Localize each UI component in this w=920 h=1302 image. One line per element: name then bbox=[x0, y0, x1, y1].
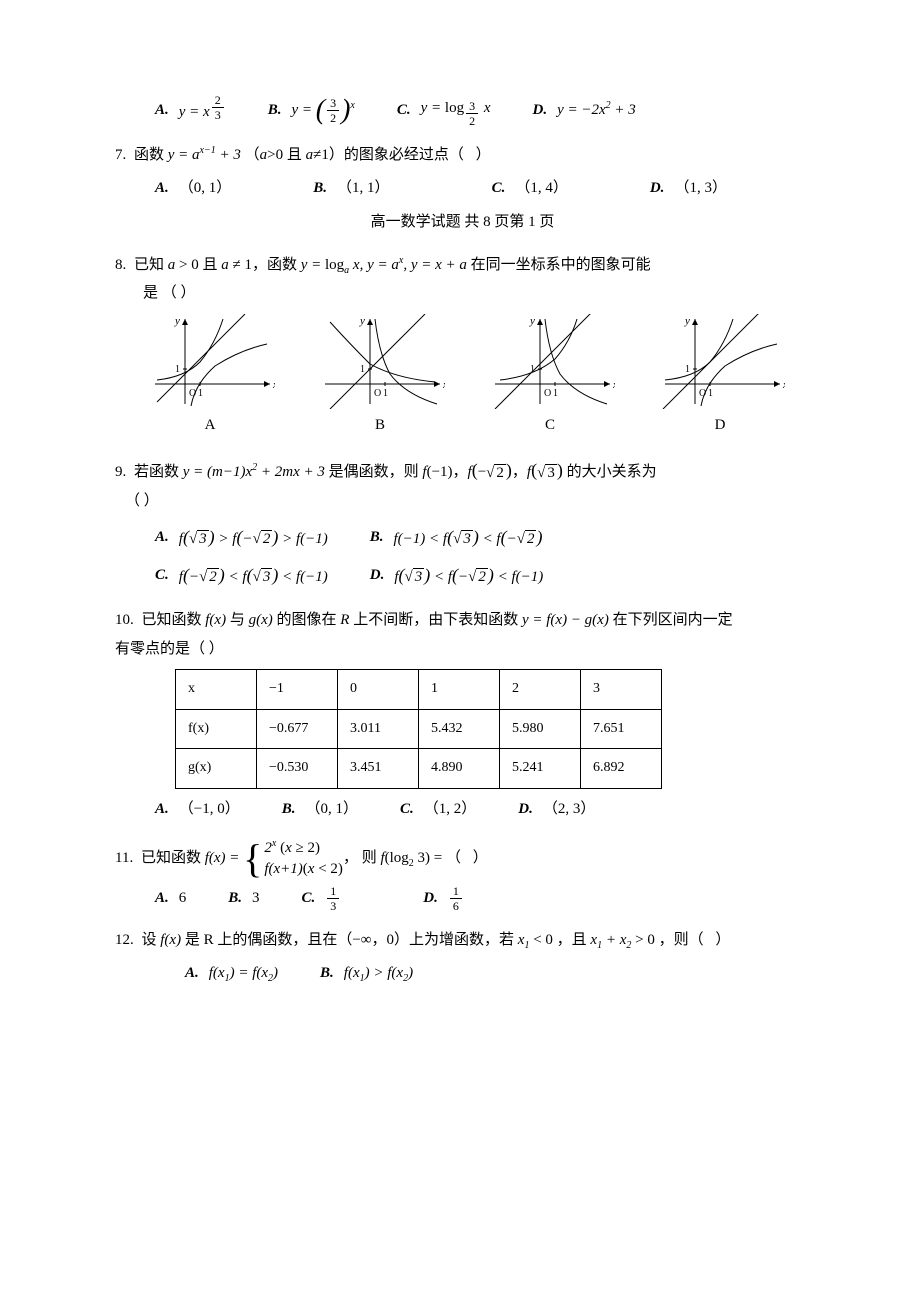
q8-text2: 是 （ ） bbox=[143, 279, 810, 308]
q10: 10. 已知函数 f(x) 与 g(x) 的图像在 R 上不间断，由下表知函数 … bbox=[115, 606, 810, 635]
svg-text:1: 1 bbox=[685, 364, 690, 375]
svg-text:y: y bbox=[529, 315, 535, 327]
q6-opt-b: B. y = (32)x bbox=[268, 96, 355, 125]
q9-opt-d: D. f(3) < f(−2) < f(−1) bbox=[370, 558, 544, 592]
svg-text:1: 1 bbox=[383, 388, 388, 399]
q11-opt-b: B.3 bbox=[228, 884, 259, 913]
svg-text:x: x bbox=[442, 379, 445, 391]
q10-options: A.（−1, 0） B.（0, 1） C.（1, 2） D.（2, 3） bbox=[155, 795, 810, 824]
svg-text:1: 1 bbox=[553, 388, 558, 399]
q8-graph-a: x y O 1 1 A bbox=[145, 314, 275, 440]
svg-text:y: y bbox=[684, 315, 690, 327]
piecewise-icon: { 2x (x ≥ 2) f(x+1)(x < 2) bbox=[243, 838, 343, 880]
q9-paren: （ ） bbox=[125, 487, 810, 516]
svg-text:O: O bbox=[544, 388, 551, 399]
q11-opt-d: D.16 bbox=[423, 884, 464, 913]
q7-opt-b: B.（1, 1） bbox=[313, 174, 389, 203]
svg-text:x: x bbox=[782, 379, 785, 391]
q12: 12. 设 f(x) 是 R 上的偶函数，且在（−∞，0）上为增函数，若 x1 … bbox=[115, 926, 810, 955]
q10-opt-a: A.（−1, 0） bbox=[155, 795, 240, 824]
q8-graph-d: x y O 1 1 D bbox=[655, 314, 785, 440]
q10-text2: 有零点的是（ ） bbox=[115, 635, 810, 664]
q7-opt-c: C.（1, 4） bbox=[492, 174, 568, 203]
q10-table: x −1 0 1 2 3 f(x) −0.677 3.011 5.432 5.9… bbox=[175, 669, 662, 789]
q8-graphs: x y O 1 1 A x y O 1 1 bbox=[145, 314, 810, 440]
q11-text: 已知函数 f(x) = bbox=[137, 844, 243, 873]
q7-opt-a: A.（0, 1） bbox=[155, 174, 231, 203]
svg-text:y: y bbox=[359, 315, 365, 327]
svg-text:x: x bbox=[612, 379, 615, 391]
q8: 8. 已知 a > 0 且 a ≠ 1，函数 y = loga x, y = a… bbox=[115, 251, 810, 280]
q12-opt-a: A. f(x1) = f(x2) bbox=[185, 959, 278, 988]
svg-text:x: x bbox=[272, 379, 275, 391]
q12-text: 设 f(x) 是 R 上的偶函数，且在（−∞，0）上为增函数，若 x1 < 0 … bbox=[142, 932, 735, 948]
svg-text:1: 1 bbox=[175, 364, 180, 375]
svg-text:O: O bbox=[374, 388, 381, 399]
q6-opt-a: A. y = x23 bbox=[155, 94, 226, 126]
q10-opt-c: C.（1, 2） bbox=[400, 795, 476, 824]
table-row: x −1 0 1 2 3 bbox=[176, 670, 662, 710]
q8-graph-c: x y O 1 1 C bbox=[485, 314, 615, 440]
q6-opt-c: C. y = log32 x bbox=[397, 94, 491, 127]
q8-graph-b: x y O 1 1 B bbox=[315, 314, 445, 440]
q9-opt-a: A. f(3) > f(−2) > f(−1) bbox=[155, 520, 328, 554]
q9-text: 若函数 y = (m−1)x2 + 2mx + 3 是偶函数，则 f(−1)，f… bbox=[134, 464, 657, 480]
q11-opt-a: A.6 bbox=[155, 884, 186, 913]
svg-text:1: 1 bbox=[708, 388, 713, 399]
svg-text:1: 1 bbox=[198, 388, 203, 399]
svg-text:y: y bbox=[174, 315, 180, 327]
page-footer: 高一数学试题 共 8 页第 1 页 bbox=[115, 208, 810, 237]
q10-text: 已知函数 f(x) 与 g(x) 的图像在 R 上不间断，由下表知函数 y = … bbox=[142, 612, 733, 628]
q9: 9. 若函数 y = (m−1)x2 + 2mx + 3 是偶函数，则 f(−1… bbox=[115, 453, 810, 487]
q12-opt-b: B. f(x1) > f(x2) bbox=[320, 959, 413, 988]
svg-text:1: 1 bbox=[360, 364, 365, 375]
table-row: f(x) −0.677 3.011 5.432 5.980 7.651 bbox=[176, 709, 662, 749]
q9-opt-b: B. f(−1) < f(3) < f(−2) bbox=[370, 520, 543, 554]
q9-opt-c: C. f(−2) < f(3) < f(−1) bbox=[155, 558, 328, 592]
q11: 11. 已知函数 f(x) = { 2x (x ≥ 2) f(x+1)(x < … bbox=[115, 838, 810, 880]
q9-options-1: A. f(3) > f(−2) > f(−1) B. f(−1) < f(3) … bbox=[155, 520, 810, 554]
q10-opt-d: D.（2, 3） bbox=[518, 795, 595, 824]
q11-options: A.6 B.3 C.13 D.16 bbox=[155, 884, 810, 913]
q11-opt-c: C.13 bbox=[302, 884, 342, 913]
q6-options: A. y = x23 B. y = (32)x C. y = log32 x D… bbox=[155, 94, 810, 127]
q9-options-2: C. f(−2) < f(3) < f(−1) D. f(3) < f(−2) … bbox=[155, 558, 810, 592]
q7: 7. 函数 y = ax−1 + 3 （a>0 且 a≠1）的图象必经过点（ ） bbox=[115, 141, 810, 170]
q8-text: 已知 a > 0 且 a ≠ 1，函数 y = loga x, y = ax, … bbox=[134, 257, 651, 273]
q10-opt-b: B.（0, 1） bbox=[282, 795, 358, 824]
q7-options: A.（0, 1） B.（1, 1） C.（1, 4） D.（1, 3） bbox=[155, 174, 810, 203]
q7-opt-d: D.（1, 3） bbox=[650, 174, 727, 203]
q6-opt-d: D. y = −2x2 + 3 bbox=[533, 96, 636, 125]
table-row: g(x) −0.530 3.451 4.890 5.241 6.892 bbox=[176, 749, 662, 789]
q12-options: A. f(x1) = f(x2) B. f(x1) > f(x2) bbox=[185, 959, 810, 988]
q7-text: 函数 y = ax−1 + 3 （a>0 且 a≠1）的图象必经过点（ ） bbox=[134, 147, 495, 163]
